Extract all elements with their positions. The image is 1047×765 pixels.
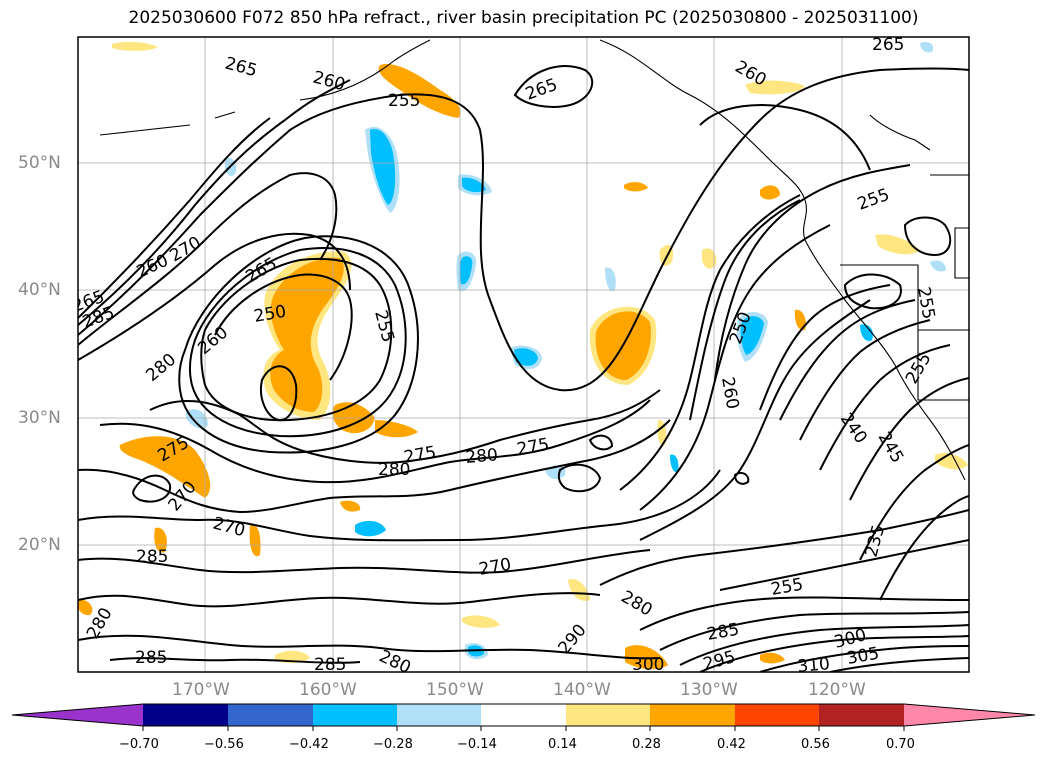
contour-label: 285: [135, 648, 167, 668]
contour-label: 280: [465, 445, 499, 468]
contour-label: 265: [872, 35, 904, 55]
colorbar-tick-label: 0.28: [632, 737, 661, 752]
colorbar-swatch: [650, 704, 735, 726]
colorbar-tick-label: 0.14: [548, 737, 577, 752]
colorbar-swatch: [397, 704, 481, 726]
colorbar-swatch: [481, 704, 566, 726]
contour-label: 310: [797, 654, 831, 677]
precip-shading: [78, 41, 968, 670]
colorbar-tick-label: −0.14: [457, 737, 497, 752]
colorbar-tick-label: 0.42: [717, 737, 746, 752]
colorbar-swatch: [313, 704, 397, 726]
lon-label: 140°W: [553, 680, 611, 700]
colorbar-swatch: [904, 704, 1035, 726]
lon-label: 130°W: [680, 680, 738, 700]
colorbar-swatch: [12, 704, 143, 726]
colorbar-tick-label: 0.70: [886, 737, 915, 752]
map-plot-area: 265 260 255 265 260 265 255 260 270 265 …: [78, 35, 969, 677]
colorbar-swatch: [566, 704, 650, 726]
colorbar-swatch: [228, 704, 313, 726]
colorbar-tick-label: −0.42: [289, 737, 329, 752]
contour-label: 285: [136, 547, 168, 567]
colorbar-tick-label: 0.56: [801, 737, 830, 752]
contour-label: 285: [314, 655, 346, 675]
contour-label: 255: [388, 91, 420, 111]
colorbar-swatch: [819, 704, 904, 726]
lat-label: 30°N: [18, 408, 61, 428]
colorbar-swatch: [735, 704, 819, 726]
lat-label: 40°N: [18, 280, 61, 300]
contour-label: 300: [632, 655, 664, 675]
map-title: 2025030600 F072 850 hPa refract., river …: [128, 8, 919, 28]
lon-label: 170°W: [172, 680, 230, 700]
contour-label: 280: [378, 460, 410, 480]
colorbar-tick-label: −0.28: [373, 737, 413, 752]
lon-label: 120°W: [808, 680, 866, 700]
colorbar-tick-label: −0.70: [119, 737, 159, 752]
lon-label: 150°W: [426, 680, 484, 700]
map-frame: [77, 36, 970, 673]
lat-label: 20°N: [18, 535, 61, 555]
colorbar: [11, 703, 1036, 731]
lon-label: 160°W: [299, 680, 357, 700]
lat-label: 50°N: [18, 153, 61, 173]
colorbar-swatch: [143, 704, 228, 726]
refractivity-contours: [78, 65, 969, 672]
colorbar-tick-label: −0.56: [204, 737, 244, 752]
